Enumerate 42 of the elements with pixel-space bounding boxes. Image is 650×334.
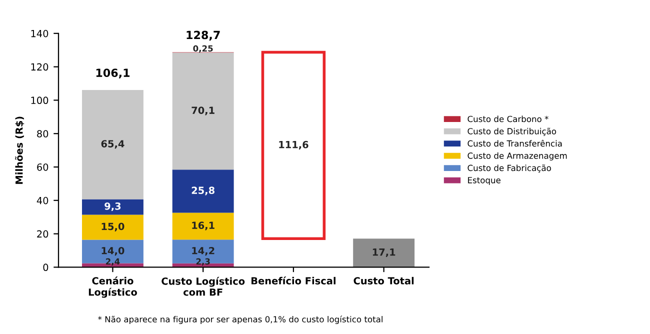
x-tick-label: Custo Total (354, 276, 414, 284)
data-label: 16,1 (192, 222, 214, 230)
data-label: 65,4 (101, 140, 124, 149)
data-label: 25,8 (192, 186, 214, 196)
x-tick-label: Cenário Logístico (88, 276, 137, 298)
y-tick-label: 80 (37, 130, 48, 138)
legend-label: Custo de Carbono * (468, 116, 548, 122)
legend-label: Custo de Fabricação (468, 164, 551, 173)
bar (172, 170, 234, 213)
y-tick-label: 140 (31, 30, 48, 38)
data-label: 9,3 (104, 202, 121, 212)
data-label: 70,1 (192, 106, 214, 116)
y-tick-label: 100 (31, 96, 48, 104)
data-label: 2,4 (106, 258, 120, 266)
text: * Não aparece na figura por ser apenas 0,1% do custo logístico total (98, 316, 382, 324)
data-label: 14,2 (192, 246, 214, 256)
data-label: 0,25 (193, 45, 213, 53)
legend-label: Custo de Distribuição (468, 128, 556, 136)
legend-label: Estoque (468, 177, 500, 185)
data-label: 14,0 (102, 246, 124, 256)
total-label: 128,7 (186, 30, 220, 41)
bar (82, 90, 144, 200)
data-label: 111,6 (279, 140, 308, 150)
legend-label: Custo de Transferência (468, 140, 562, 147)
bar (353, 238, 415, 268)
data-label: 17,1 (372, 248, 396, 257)
y-tick-label: 120 (31, 63, 48, 71)
bar (82, 199, 144, 215)
data-label: 15,0 (102, 222, 124, 232)
bar (172, 212, 234, 240)
y-axis-title: Milhões (R$) (15, 116, 24, 184)
x-tick-label: Benefício Fiscal (252, 276, 336, 284)
y-tick-label: 20 (37, 230, 48, 238)
x-tick-label: Custo Logístico com BF (162, 276, 245, 296)
y-tick-label: 0 (43, 264, 48, 272)
bar (82, 214, 144, 240)
total-label: 106,1 (96, 68, 130, 78)
data-label: 2,3 (196, 258, 210, 266)
y-tick-label: 60 (37, 163, 48, 171)
bar (172, 52, 234, 170)
legend-label: Custo de Armazenagem (468, 152, 567, 160)
y-tick-label: 40 (36, 196, 48, 204)
